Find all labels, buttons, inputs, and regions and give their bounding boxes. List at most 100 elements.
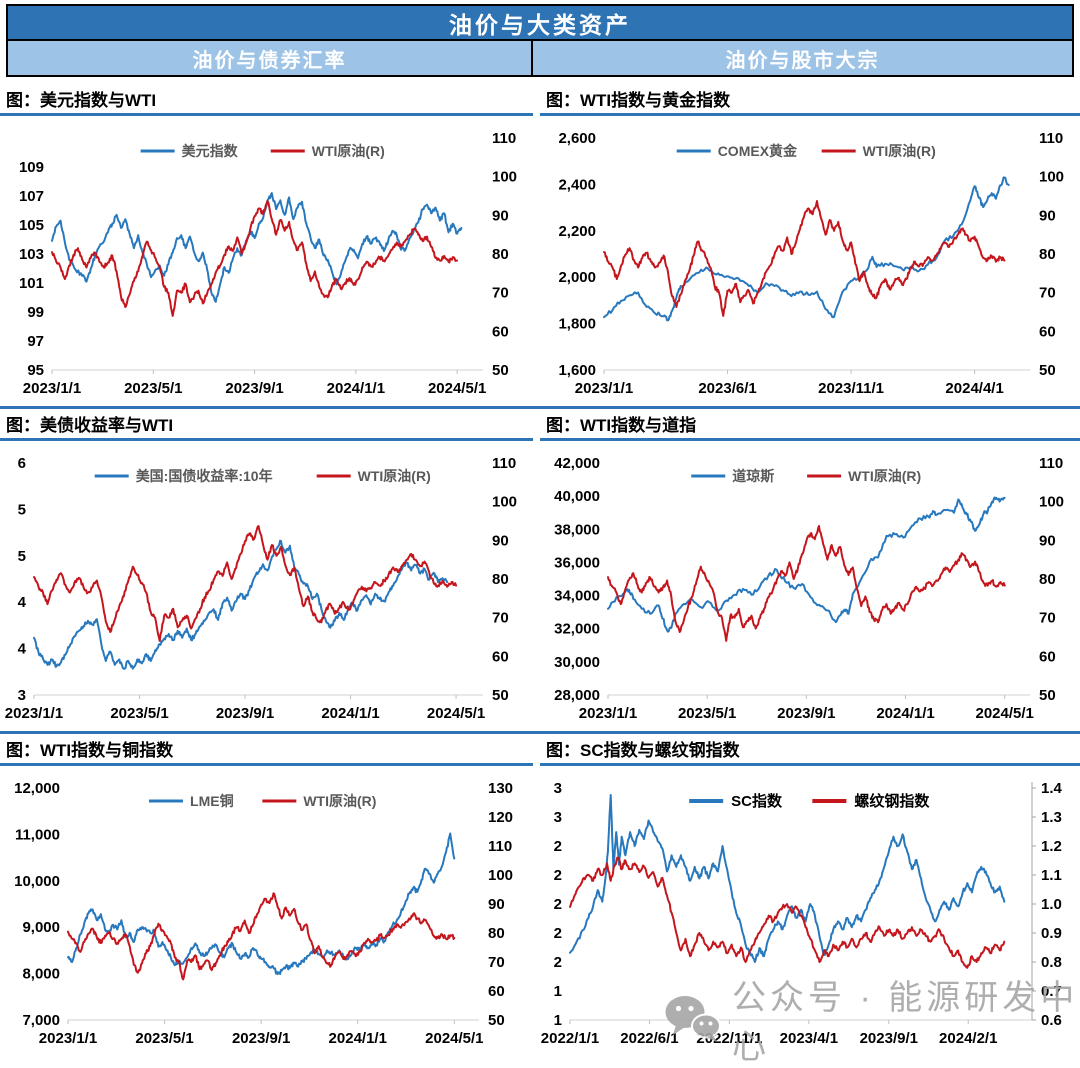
x-axis-label: 2024/4/1 bbox=[945, 380, 1003, 397]
series-line-right bbox=[51, 200, 459, 317]
tab-equity-commodity[interactable]: 油价与股市大宗 bbox=[725, 49, 880, 72]
x-axis-label: 2022/1/1 bbox=[541, 1030, 599, 1047]
legend-label: WTI原油(R) bbox=[848, 468, 921, 484]
right-axis-label: 50 bbox=[1039, 362, 1056, 379]
x-axis-label: 2023/9/1 bbox=[216, 705, 274, 722]
right-axis-label: 80 bbox=[492, 246, 509, 263]
x-axis-label: 2023/9/1 bbox=[777, 705, 835, 722]
left-axis-label: 95 bbox=[27, 362, 44, 379]
chart-canvas-c3: 2023/1/1 2023/5/1 2023/9/1 2024/1/1 2024/5/1… bbox=[5, 455, 517, 722]
right-axis-label: 60 bbox=[1039, 648, 1056, 665]
series-line-left bbox=[33, 539, 449, 670]
chart-canvas-c4: 2023/1/1 2023/5/1 2023/9/1 2024/1/1 2024/5/1… bbox=[554, 455, 1064, 722]
chart-row-1: 图：美元指数与WTI 2023/1/1 2023/5/1 2023/9/1 2024/… bbox=[0, 87, 1080, 404]
right-axis-label: 0.7 bbox=[1041, 983, 1062, 1000]
right-axis-label: 1.3 bbox=[1041, 809, 1062, 826]
x-axis-label: 2023/5/1 bbox=[678, 705, 736, 722]
tab-bonds-fx[interactable]: 油价与债券汇率 bbox=[8, 41, 533, 75]
left-axis-label: 97 bbox=[27, 333, 44, 350]
right-axis-label: 90 bbox=[1039, 532, 1056, 549]
x-axis-label: 2023/1/1 bbox=[5, 705, 63, 722]
x-axis-label: 2023/5/1 bbox=[124, 380, 182, 397]
series-line-right bbox=[33, 525, 458, 642]
chart-block-sc-rebar: 图：SC指数与螺纹钢指数 2022/1/1 2022/6/1 2022/11/1 20… bbox=[540, 737, 1080, 1054]
chart-treasury-vs-wti: 2023/1/1 2023/5/1 2023/9/1 2024/1/1 2024/5/1… bbox=[0, 441, 533, 729]
chart-block-dollar-wti: 图：美元指数与WTI 2023/1/1 2023/5/1 2023/9/1 2024/… bbox=[0, 87, 533, 404]
right-axis-label: 100 bbox=[1039, 494, 1064, 511]
left-axis-label: 28,000 bbox=[554, 687, 600, 704]
left-axis-label: 34,000 bbox=[554, 588, 600, 605]
right-axis-label: 110 bbox=[492, 455, 516, 472]
right-axis-label: 80 bbox=[488, 925, 505, 942]
series-line-right bbox=[569, 856, 1006, 969]
legend-label: WTI原油(R) bbox=[312, 143, 385, 159]
left-axis-label: 2 bbox=[554, 896, 562, 913]
x-axis-label: 2023/5/1 bbox=[110, 705, 168, 722]
left-axis-label: 4 bbox=[18, 594, 27, 611]
chart-block-dow-wti: 图：WTI指数与道指 2023/1/1 2023/5/1 2023/9/1 2024/… bbox=[540, 412, 1080, 729]
x-axis-label: 2024/2/1 bbox=[939, 1030, 997, 1047]
right-axis-label: 60 bbox=[488, 983, 505, 1000]
left-axis-label: 10,000 bbox=[14, 873, 60, 890]
series-line-left bbox=[607, 496, 1006, 633]
chart-row-3: 图：WTI指数与铜指数 2023/1/1 2023/5/1 2023/9/1 2024… bbox=[0, 737, 1080, 1054]
left-axis-label: 4 bbox=[18, 641, 27, 658]
legend-label: WTI原油(R) bbox=[303, 793, 376, 809]
series-line-left bbox=[603, 176, 1010, 322]
x-axis-label: 2024/5/1 bbox=[425, 1030, 483, 1047]
left-axis-label: 12,000 bbox=[14, 780, 60, 797]
right-axis-label: 100 bbox=[492, 169, 517, 186]
right-axis-label: 70 bbox=[492, 610, 509, 627]
left-axis-label: 1 bbox=[554, 1012, 562, 1029]
x-axis-label: 2023/6/1 bbox=[698, 380, 756, 397]
page: { "header": { "title": "油价与大类资产", "left_… bbox=[0, 4, 1080, 1066]
left-axis-label: 42,000 bbox=[554, 455, 600, 472]
right-axis-label: 100 bbox=[488, 867, 513, 884]
right-axis-label: 60 bbox=[1039, 323, 1056, 340]
left-axis-label: 109 bbox=[19, 159, 44, 176]
series-line-right bbox=[603, 200, 1006, 317]
right-axis-label: 0.6 bbox=[1041, 1012, 1062, 1029]
section-tabs: 油价与债券汇率 油价与股市大宗 bbox=[8, 39, 1072, 75]
right-axis-label: 110 bbox=[488, 838, 512, 855]
left-axis-label: 1,800 bbox=[558, 316, 596, 333]
x-axis-label: 2023/4/1 bbox=[780, 1030, 838, 1047]
legend-label: 美国:国债收益率:10年 bbox=[136, 468, 273, 484]
right-axis-label: 1.0 bbox=[1041, 896, 1062, 913]
chart-dow-vs-wti: 2023/1/1 2023/5/1 2023/9/1 2024/1/1 2024/5/1… bbox=[540, 441, 1080, 729]
x-axis-label: 2024/5/1 bbox=[427, 705, 485, 722]
legend-label: WTI原油(R) bbox=[358, 468, 431, 484]
chart-sc-vs-rebar: 2022/1/1 2022/6/1 2022/11/1 2023/4/1 2023/9/… bbox=[540, 766, 1080, 1054]
left-axis-label: 9,000 bbox=[22, 919, 60, 936]
chart-title: 图：WTI指数与道指 bbox=[540, 412, 1080, 441]
right-axis-label: 110 bbox=[1039, 130, 1063, 147]
chart-copper-vs-wti: 2023/1/1 2023/5/1 2023/9/1 2024/1/1 2024/5/1… bbox=[0, 766, 533, 1054]
right-axis-label: 1.2 bbox=[1041, 838, 1062, 855]
right-axis-label: 1.1 bbox=[1041, 867, 1062, 884]
right-axis-label: 100 bbox=[1039, 169, 1064, 186]
left-axis-label: 40,000 bbox=[554, 488, 600, 505]
x-axis-label: 2024/1/1 bbox=[321, 705, 379, 722]
left-axis-label: 3 bbox=[18, 687, 26, 704]
chart-gold-vs-wti: 2023/1/1 2023/6/1 2023/11/1 2024/4/1 2,600 2,… bbox=[540, 116, 1080, 404]
chart-row-2: 图：美债收益率与WTI 2023/1/1 2023/5/1 2023/9/1 2024… bbox=[0, 412, 1080, 729]
x-axis-label: 2023/1/1 bbox=[575, 380, 633, 397]
row-separator bbox=[0, 406, 1080, 409]
right-axis-label: 100 bbox=[492, 494, 517, 511]
x-axis-label: 2023/1/1 bbox=[23, 380, 81, 397]
series-line-left bbox=[569, 794, 1006, 963]
right-axis-label: 110 bbox=[492, 130, 516, 147]
x-axis-label: 2024/1/1 bbox=[876, 705, 934, 722]
left-axis-label: 7,000 bbox=[22, 1012, 60, 1029]
legend-label: 螺纹钢指数 bbox=[854, 792, 930, 810]
right-axis-label: 70 bbox=[1039, 610, 1056, 627]
chart-title: 图：美债收益率与WTI bbox=[0, 412, 533, 441]
right-axis-label: 90 bbox=[1039, 207, 1056, 224]
right-axis-label: 90 bbox=[488, 896, 505, 913]
left-axis-label: 101 bbox=[19, 275, 44, 292]
left-axis-label: 3 bbox=[554, 780, 562, 797]
left-axis-label: 6 bbox=[18, 455, 26, 472]
left-axis-label: 2,000 bbox=[558, 269, 596, 286]
right-axis-label: 70 bbox=[1039, 285, 1056, 302]
left-axis-label: 2 bbox=[554, 867, 562, 884]
